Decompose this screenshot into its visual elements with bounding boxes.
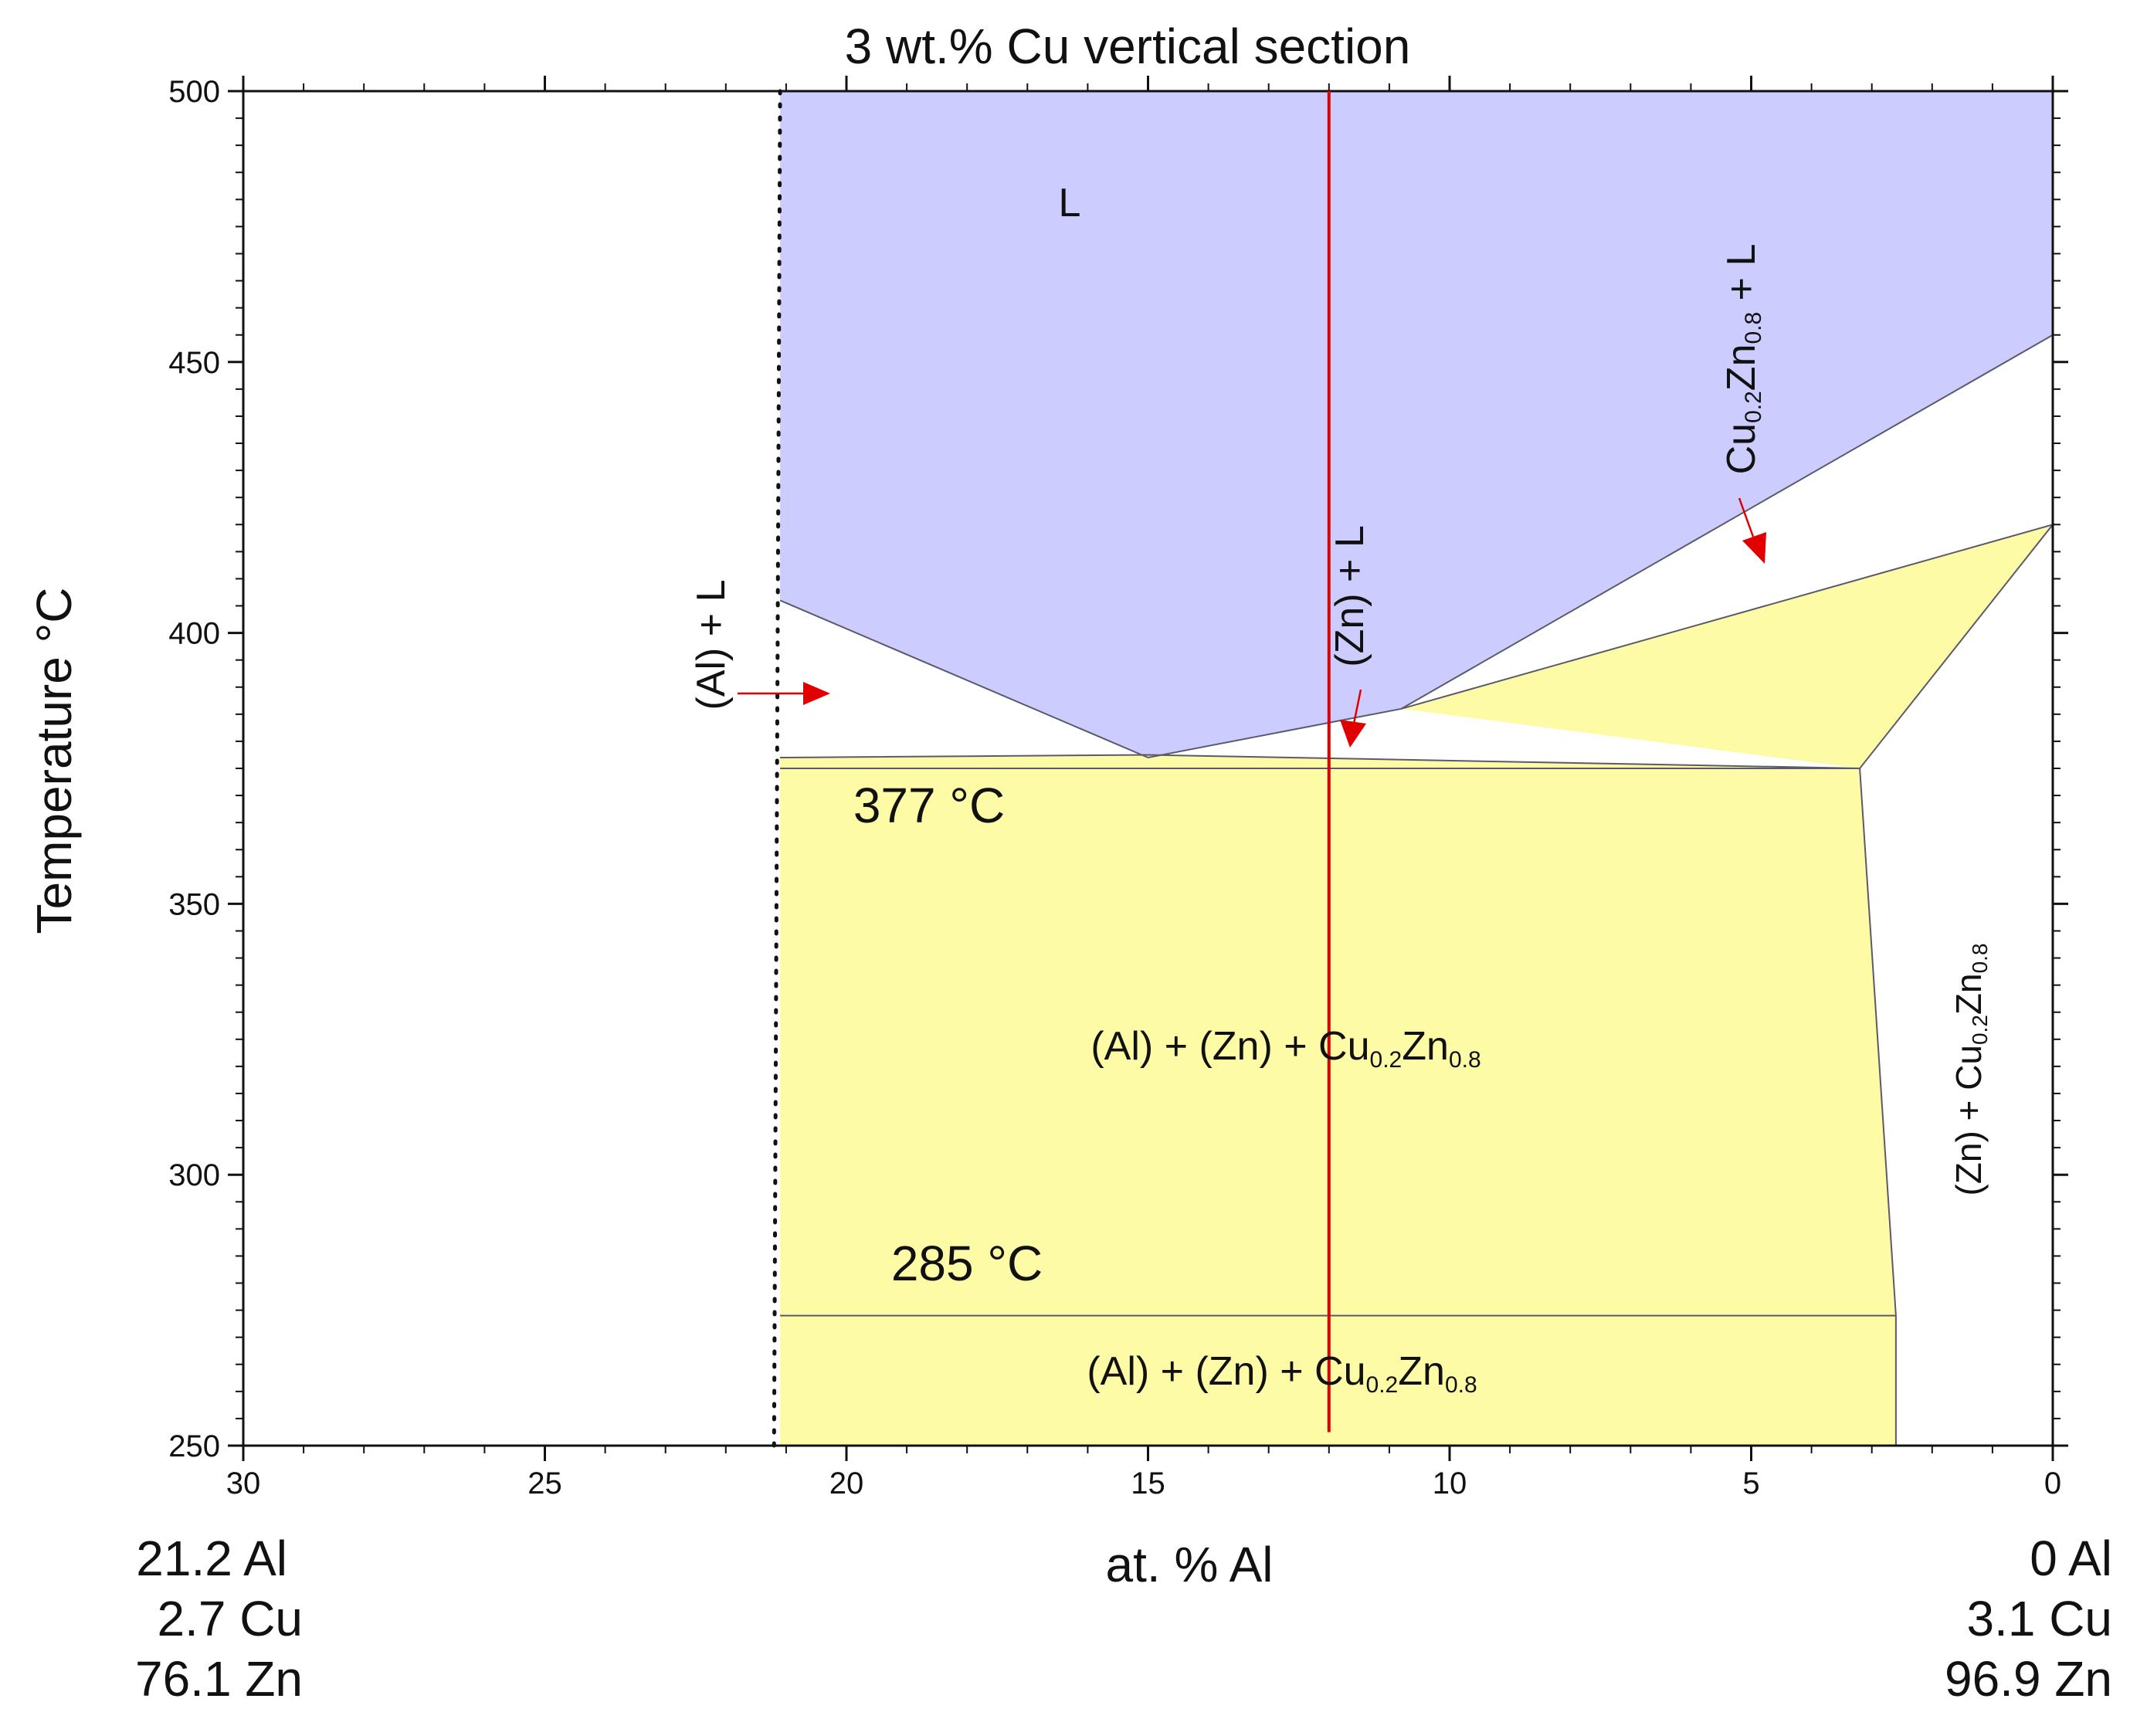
zn-cuzn-sub2: 0.8 xyxy=(1968,943,1992,973)
right-composition-line-1: 0 Al xyxy=(2030,1531,2112,1586)
three-phase-upper-pre: (Al) + (Zn) + Cu xyxy=(1090,1024,1369,1069)
red-arrows xyxy=(738,497,1766,748)
arrow-zn-l xyxy=(1340,689,1366,748)
zn-cuzn-zn: Zn xyxy=(1949,973,1989,1015)
x-tick-label: 25 xyxy=(527,1466,562,1500)
three-phase-upper-zn: Zn xyxy=(1402,1024,1449,1069)
y-axis-label: Temperature °C xyxy=(26,588,82,934)
left-composition-line-3: 76.1 Zn xyxy=(135,1651,303,1707)
right-composition-line-3: 96.9 Zn xyxy=(1945,1651,2112,1707)
label-285-c: 285 °C xyxy=(891,1236,1043,1291)
dotted-line xyxy=(772,89,782,1448)
three-phase-lower-pre: (Al) + (Zn) + Cu xyxy=(1087,1349,1365,1394)
label-liquid: L xyxy=(1059,181,1081,225)
phase-regions xyxy=(780,91,2053,1446)
cuzn-l-cu: Cu xyxy=(1719,423,1764,474)
x-tick-label: 0 xyxy=(2044,1466,2061,1500)
region-Zn_Cu_upper xyxy=(1401,524,2053,768)
left-composition-line-1: 21.2 Al xyxy=(136,1531,287,1586)
label-cuzn-plus-l: Cu0.2Zn0.8 + L xyxy=(1719,244,1766,475)
y-tick-label: 500 xyxy=(168,75,220,109)
region-three_phase xyxy=(780,754,1896,1316)
x-tick-label: 30 xyxy=(226,1466,261,1500)
right-composition-line-2: 3.1 Cu xyxy=(1966,1591,2112,1646)
arrow-cuzn-l xyxy=(1738,497,1766,564)
label-three-phase-upper: (Al) + (Zn) + Cu0.2Zn0.8 xyxy=(1090,1024,1481,1073)
label-zn-plus-cuzn: (Zn) + Cu0.2Zn0.8 xyxy=(1949,943,1992,1195)
boundary-line-0 xyxy=(779,334,2054,759)
three-phase-lower-sub1: 0.2 xyxy=(1366,1372,1399,1398)
label-three-phase-lower: (Al) + (Zn) + Cu0.2Zn0.8 xyxy=(1087,1349,1477,1398)
left-composition: 21.2 Al 2.7 Cu 76.1 Zn xyxy=(135,1531,303,1707)
right-composition: 0 Al 3.1 Cu 96.9 Zn xyxy=(1945,1531,2112,1707)
x-tick-label: 15 xyxy=(1131,1466,1165,1500)
boundary-line-2 xyxy=(780,754,1860,769)
x-axis-label: at. % Al xyxy=(1106,1537,1274,1592)
label-al-plus-l: (Al) + L xyxy=(689,579,734,710)
phase-boundaries xyxy=(779,334,2055,1446)
cuzn-l-sub2: 0.8 xyxy=(1741,312,1766,344)
three-phase-upper-sub2: 0.8 xyxy=(1449,1047,1481,1073)
label-zn-plus-l: (Zn) + L xyxy=(1328,525,1372,667)
cuzn-l-sub1: 0.2 xyxy=(1741,391,1766,423)
arrow-al-l xyxy=(738,682,830,705)
x-tick-label: 20 xyxy=(829,1466,864,1500)
y-tick-label: 300 xyxy=(168,1158,220,1192)
cuzn-l-zn: Zn xyxy=(1719,344,1764,392)
y-tick-label: 450 xyxy=(168,346,220,380)
y-tick-label: 400 xyxy=(168,617,220,651)
region-three_phase_low xyxy=(780,1315,1896,1446)
three-phase-upper-sub1: 0.2 xyxy=(1370,1047,1403,1073)
y-tick-label: 350 xyxy=(168,887,220,921)
zn-cuzn-pre: (Zn) + Cu xyxy=(1949,1045,1989,1196)
region-L xyxy=(780,91,2053,758)
cuzn-l-tail: + L xyxy=(1719,244,1764,312)
zn-cuzn-sub1: 0.2 xyxy=(1968,1015,1992,1045)
left-composition-line-2: 2.7 Cu xyxy=(157,1591,303,1646)
chart-title: 3 wt.% Cu vertical section xyxy=(845,19,1411,74)
label-377-c: 377 °C xyxy=(853,778,1005,833)
x-tick-label: 10 xyxy=(1433,1466,1467,1500)
three-phase-lower-zn: Zn xyxy=(1398,1349,1445,1394)
x-tick-label: 5 xyxy=(1742,1466,1759,1500)
axis-tick-labels: 30 25 20 15 10 5 0 250 300 350 400 450 500 xyxy=(168,75,2061,1500)
y-tick-label: 250 xyxy=(168,1429,220,1463)
three-phase-lower-sub2: 0.8 xyxy=(1445,1372,1477,1398)
axis-ticks xyxy=(228,76,2068,1461)
solubility-limit-line xyxy=(772,89,782,1448)
